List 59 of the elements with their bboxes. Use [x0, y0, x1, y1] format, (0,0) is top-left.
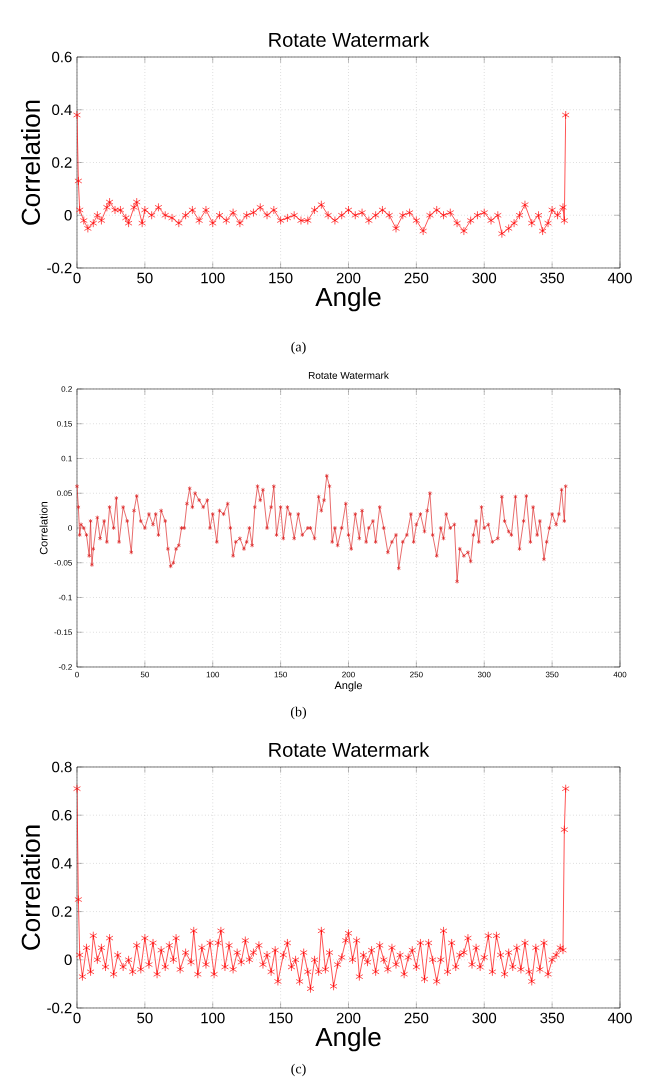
x-tick-label: 350	[540, 272, 564, 284]
y-tick-label: 0.15	[57, 420, 72, 427]
x-tick-label: 0	[75, 671, 79, 678]
y-tick-label: 0	[68, 525, 72, 531]
x-axis-title: Angle	[315, 287, 381, 312]
x-tick-label: 150	[269, 1012, 293, 1024]
x-tick-label: 300	[472, 1012, 497, 1024]
x-tick-label: 200	[342, 671, 355, 678]
y-tick-label: 0.4	[52, 858, 72, 869]
y-tick-label: 0	[64, 209, 72, 221]
x-tick-label: 400	[607, 1012, 632, 1024]
x-tick-label: 50	[137, 272, 153, 284]
x-tick-label: 100	[201, 1012, 225, 1024]
y-tick-label: 0.1	[61, 455, 72, 462]
y-tick-label: 0.2	[61, 386, 72, 392]
x-tick-label: 0	[73, 1012, 81, 1024]
y-tick-label: 0.6	[52, 51, 72, 63]
y-tick-label: -0.1	[58, 594, 72, 601]
x-tick-label: 250	[410, 671, 423, 678]
y-tick-label: 0.05	[57, 490, 72, 497]
y-axis-title: Correlation	[39, 501, 48, 555]
y-tick-label: -0.15	[54, 629, 72, 636]
y-tick-label: 0.6	[52, 809, 72, 821]
y-tick-label: 0.2	[52, 157, 72, 168]
x-tick-label: 300	[472, 272, 497, 284]
x-tick-label: 350	[540, 1012, 564, 1024]
text: (b)	[290, 706, 307, 720]
x-tick-label: 250	[404, 272, 429, 284]
text: (a)	[291, 341, 306, 355]
x-tick-label: 100	[206, 671, 220, 678]
x-tick-label: 250	[404, 1012, 429, 1024]
y-tick-label: -0.2	[47, 1002, 72, 1014]
y-tick-label: 0	[64, 954, 72, 966]
x-tick-label: 0	[73, 272, 81, 284]
y-axis-title: Correlation	[20, 825, 41, 950]
x-tick-label: 50	[140, 671, 150, 678]
x-tick-label: 400	[613, 671, 627, 678]
text: (c)	[291, 1063, 306, 1077]
y-tick-label: 0.4	[52, 104, 72, 116]
x-tick-label: 50	[137, 1012, 153, 1024]
x-tick-label: 400	[607, 272, 632, 284]
chart-title: Rotate Watermark	[269, 32, 430, 47]
x-tick-label: 100	[201, 272, 225, 284]
x-axis-title: Angle	[334, 681, 362, 692]
chart-title: Rotate Watermark	[269, 742, 430, 757]
y-axis-title: Correlation	[20, 100, 41, 225]
x-tick-label: 200	[336, 272, 361, 284]
y-tick-label: -0.2	[58, 664, 72, 670]
x-tick-label: 350	[545, 671, 559, 678]
chart-title: Rotate Watermark	[308, 371, 389, 379]
y-tick-label: -0.2	[47, 262, 72, 274]
x-tick-label: 150	[274, 671, 287, 678]
y-tick-label: -0.05	[54, 559, 72, 566]
y-tick-label: 0.2	[52, 906, 72, 917]
x-tick-label: 150	[269, 272, 293, 284]
y-tick-label: 0.8	[52, 761, 72, 773]
x-tick-label: 200	[336, 1012, 361, 1024]
x-axis-title: Angle	[315, 1027, 381, 1052]
x-tick-label: 300	[477, 671, 491, 678]
